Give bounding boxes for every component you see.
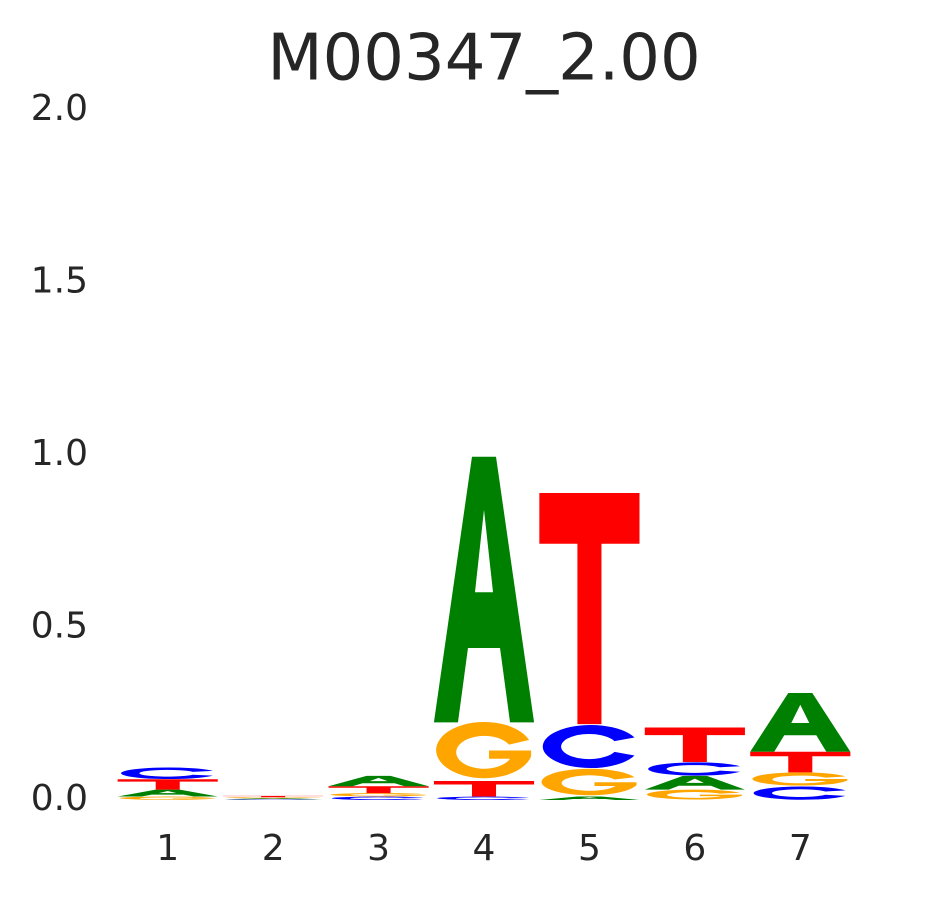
letter-t <box>644 727 745 763</box>
letter-g <box>752 772 848 786</box>
letter-g <box>646 789 742 800</box>
x-tick-label: 4 <box>473 828 496 869</box>
x-tick-label: 6 <box>683 828 706 869</box>
letter-g <box>330 793 426 797</box>
letter-t <box>539 492 640 725</box>
letter-c <box>121 767 213 780</box>
chart-title: M00347_2.00 <box>267 22 700 96</box>
letter-t <box>433 781 535 797</box>
y-tick-label: 0.5 <box>31 606 88 647</box>
x-tick-label: 3 <box>367 828 390 869</box>
letter-a <box>223 798 324 800</box>
letter-g <box>541 768 637 796</box>
letter-c <box>542 724 635 769</box>
x-tick-label: 7 <box>789 828 812 869</box>
y-tick-label: 1.0 <box>31 433 88 474</box>
letter-c <box>753 786 846 800</box>
y-tick-label: 1.5 <box>31 261 88 302</box>
letter-c <box>437 796 530 800</box>
y-tick-label: 2.0 <box>31 88 88 129</box>
y-tick-label: 0.0 <box>31 778 88 819</box>
letter-g <box>225 797 321 799</box>
x-tick-label: 1 <box>156 828 179 869</box>
letter-t <box>117 779 218 790</box>
letter-t <box>750 751 851 773</box>
x-tick-label: 2 <box>262 828 285 869</box>
letter-c <box>648 762 740 776</box>
letter-a <box>328 775 429 787</box>
x-tick-label: 5 <box>578 828 601 869</box>
letter-a <box>539 796 640 800</box>
letter-c <box>226 799 319 800</box>
letter-c <box>331 796 424 800</box>
letter-g <box>436 721 532 779</box>
letter-a <box>433 456 535 723</box>
letter-a <box>117 789 218 797</box>
letter-t <box>223 795 324 798</box>
letter-a <box>750 693 851 752</box>
letter-a <box>644 775 745 790</box>
letter-t <box>328 786 429 794</box>
letter-g <box>119 796 215 800</box>
